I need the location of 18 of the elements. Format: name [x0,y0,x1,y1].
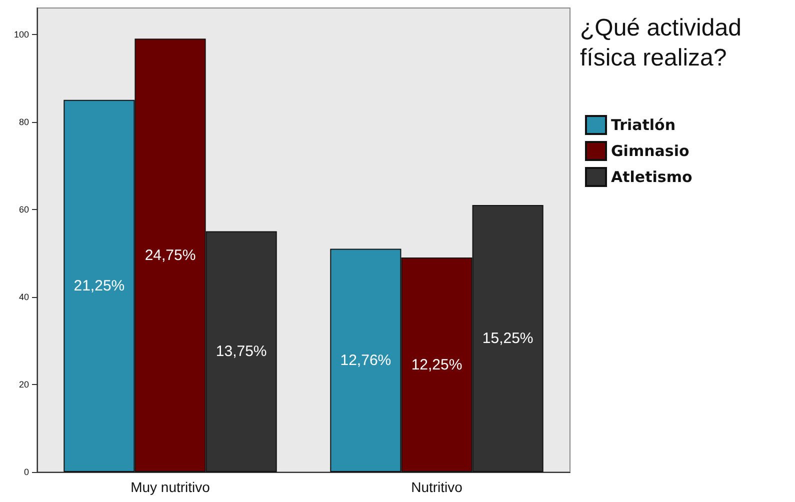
legend-label: Triatlón [611,116,676,134]
y-tick-label: 60 [18,204,29,214]
annotation: 24,75% [144,246,196,264]
y-tick-label: 100 [14,29,29,40]
annotation: 21,25% [74,277,125,294]
y-tick-label: 0 [24,467,29,477]
annotation: 15,25% [482,330,534,347]
annotation: 12,25% [411,356,462,374]
legend-label: Gimnasio [611,142,690,160]
text: ¿Qué actividad física realiza? [580,14,748,72]
annotation: 12,76% [340,352,392,369]
y-tick-label: 40 [18,292,29,302]
annotation: 13,75% [216,343,267,360]
y-tick-label: 20 [18,379,29,390]
legend-label: Atletismo [611,168,692,186]
y-tick-label: 80 [18,116,29,127]
x-tick-label: Nutritivo [411,479,463,495]
x-tick-label: Muy nutritivo [130,479,210,495]
